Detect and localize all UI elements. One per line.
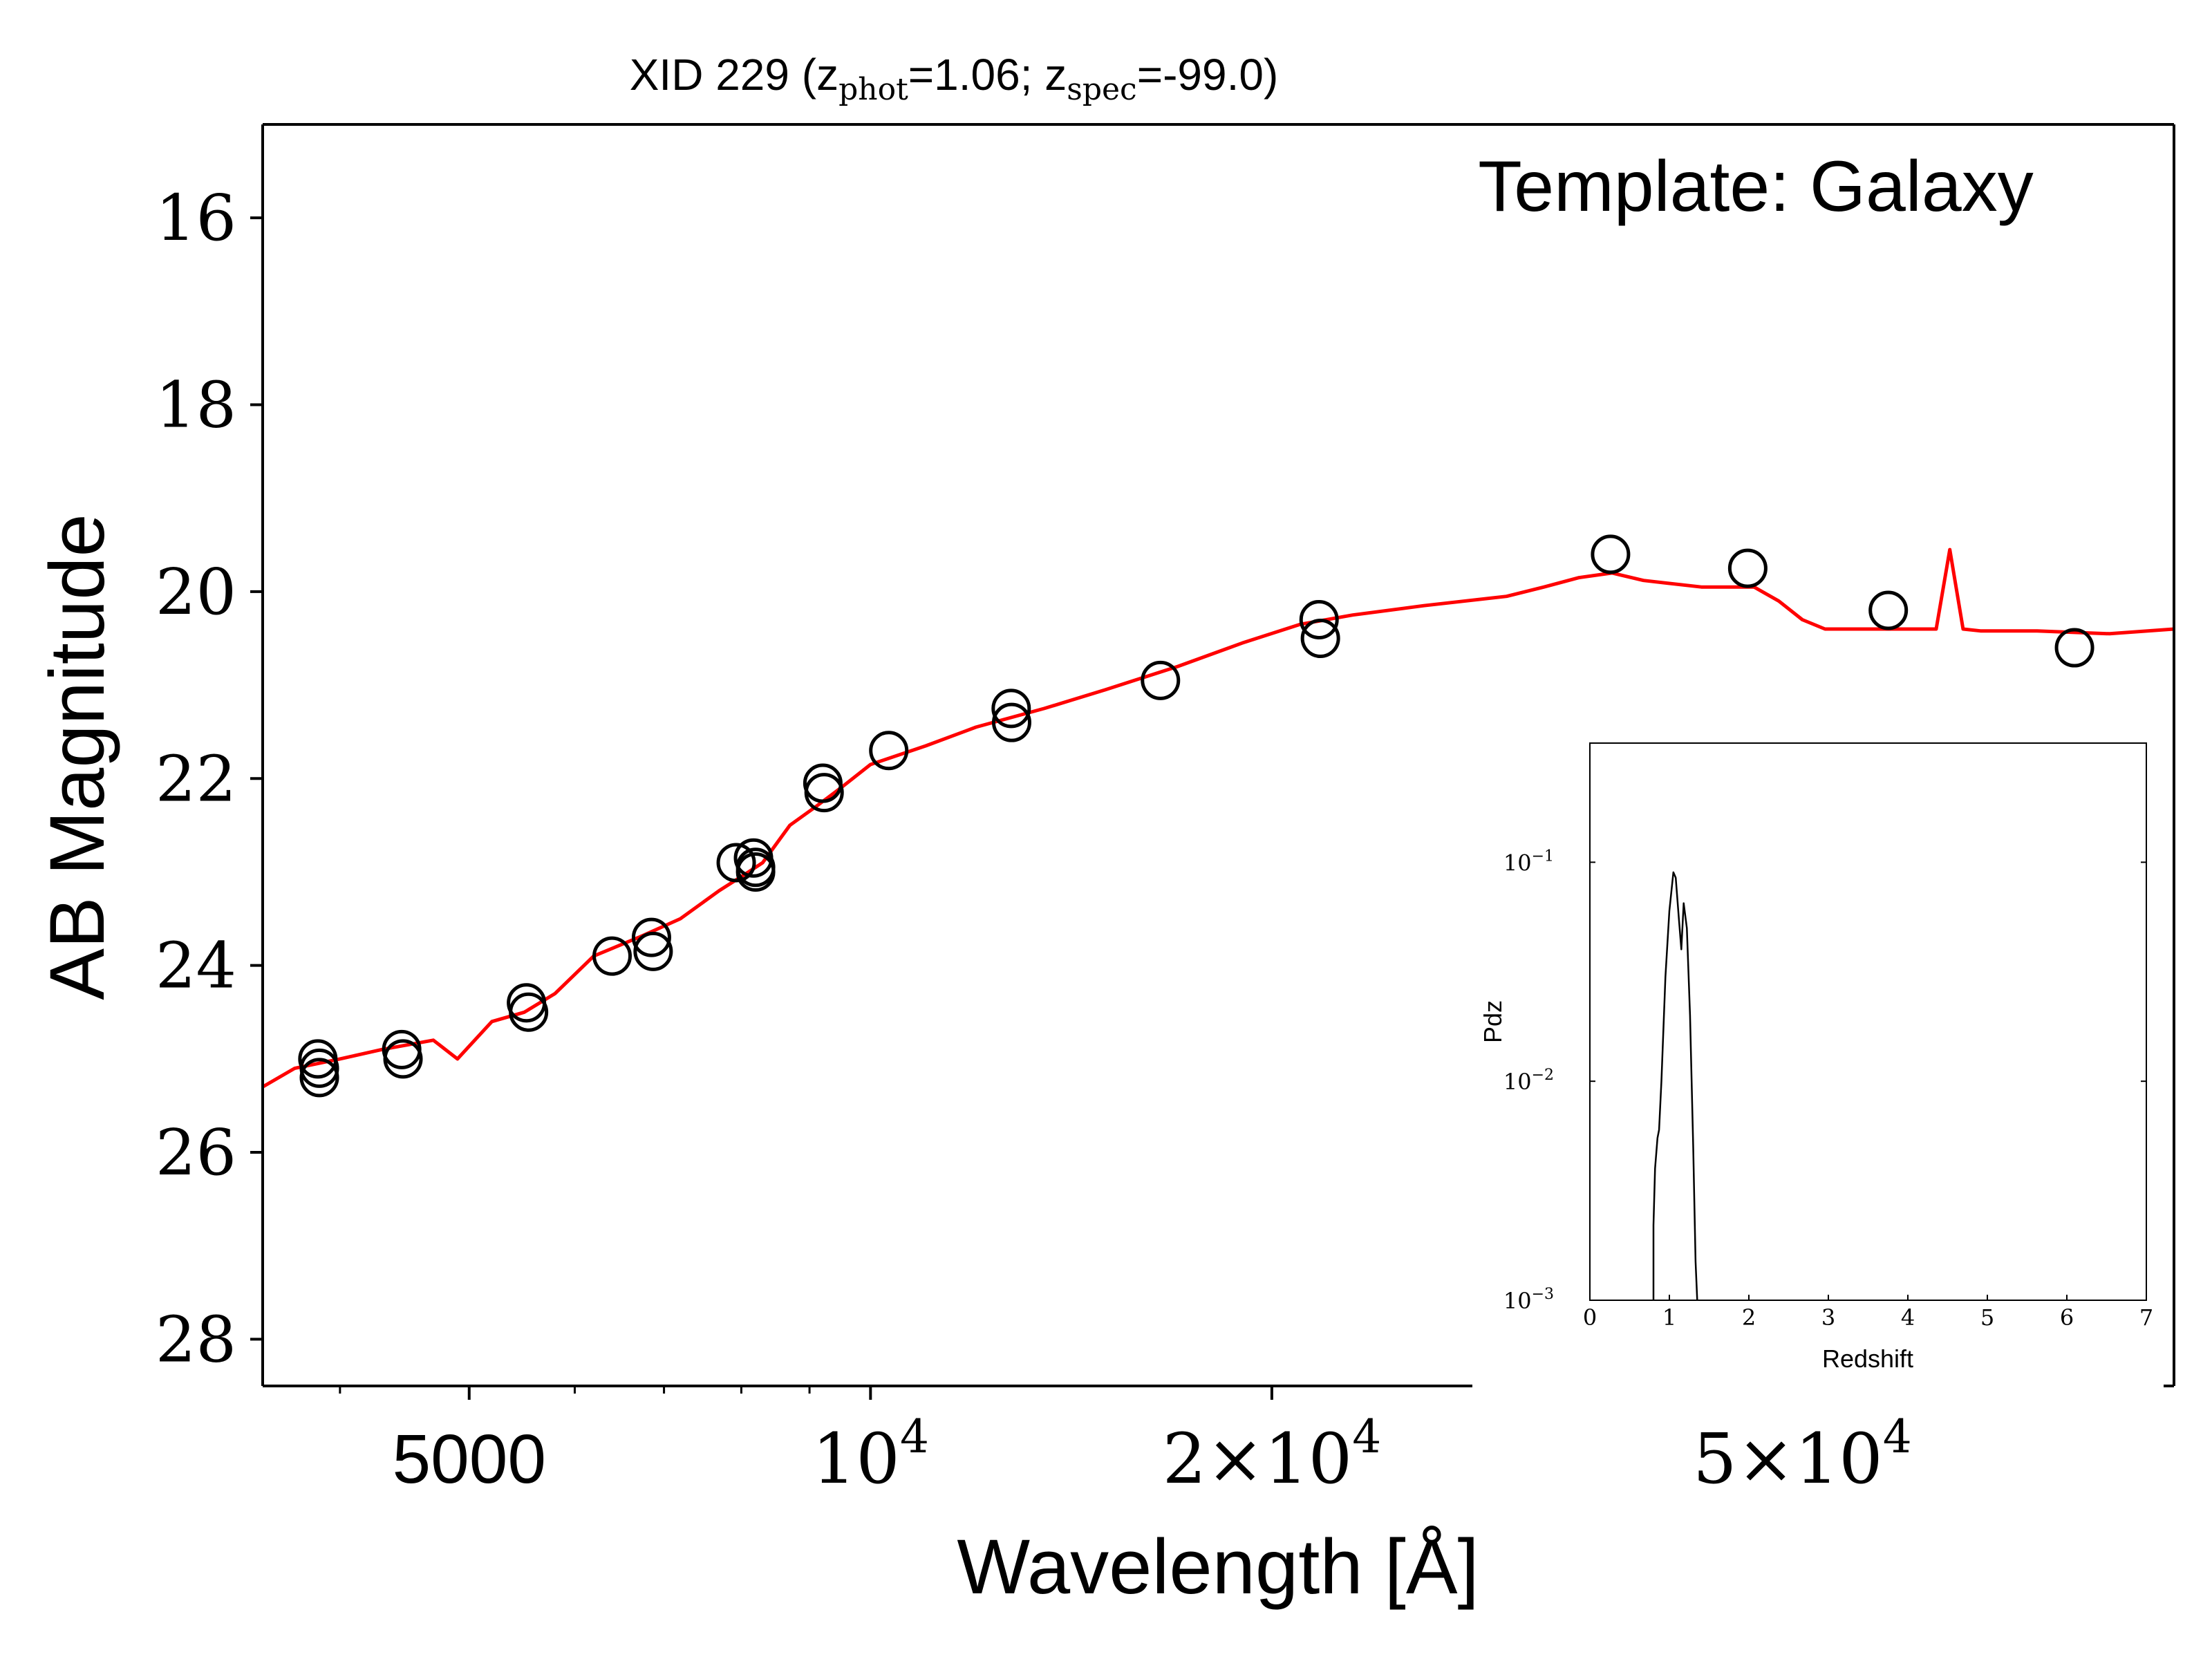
inset-x-tick-label: 2 [1742, 1304, 1756, 1331]
photometry-point [991, 688, 1031, 729]
photometry-point [1727, 548, 1768, 588]
x-tick-label: 104 [812, 1410, 929, 1499]
photometry-point [592, 936, 632, 976]
photometry-point [1868, 590, 1909, 630]
inset-x-tick-label: 5 [1980, 1304, 1994, 1331]
main-frame [261, 123, 2175, 1387]
photometry-point [299, 1048, 339, 1088]
photometry-point [1141, 660, 1181, 700]
photometry-point [735, 852, 776, 892]
template-annotation: Template: Galaxy [1478, 147, 2033, 227]
photometry-point [2054, 628, 2094, 668]
photometry-point [991, 702, 1031, 742]
chart-title: XID 229 (zphot=1.06; zspec=-99.0) [630, 50, 1279, 107]
inset-x-tick-label: 6 [2060, 1304, 2074, 1331]
inset-y-tick-label: 10−3 [1503, 1286, 1554, 1314]
photometry-point [1591, 534, 1631, 574]
photometry-point [633, 931, 673, 971]
inset-axis-ticks: 0 1 2 3 4 5 6 7 10−1 10−2 10−3 [1503, 847, 2153, 1331]
y-tick-label: 16 [156, 181, 236, 255]
x-tick-label: 5×104 [1693, 1410, 1912, 1499]
photometry-point [631, 917, 671, 957]
inset-x-tick-label: 4 [1901, 1304, 1915, 1331]
photometry-point [804, 773, 844, 813]
photometry-point [509, 992, 549, 1032]
y-tick-label: 28 [156, 1302, 236, 1376]
x-tick-label: 5000 [393, 1421, 546, 1498]
photometry-point [1300, 619, 1340, 659]
pdz-line [1652, 871, 1698, 1300]
inset-y-tick-label: 10−1 [1503, 847, 1554, 876]
photometry-point [869, 731, 909, 771]
inset-frame [1589, 742, 2147, 1301]
x-axis-label: Wavelength [Å] [957, 1524, 1479, 1610]
inset-x-tick-label: 1 [1662, 1304, 1676, 1331]
y-tick-label: 20 [156, 555, 236, 629]
inset-y-axis-label: Pdz [1479, 1000, 1507, 1043]
y-axis-label: AB Magnitude [34, 514, 120, 1000]
inset-plot: 0 1 2 3 4 5 6 7 10−1 10−2 10−3 Redshift Pdz [1472, 726, 2212, 1417]
inset-y-tick-label: 10−2 [1503, 1067, 1554, 1095]
photometry-point [716, 843, 756, 883]
y-tick-label: 22 [156, 742, 236, 816]
inset-x-tick-label: 0 [1583, 1304, 1597, 1331]
inset-x-tick-label: 7 [2139, 1304, 2153, 1331]
photometry-series [298, 534, 2094, 1098]
inset-background [1472, 726, 2212, 1417]
x-tick-label: 2×104 [1163, 1410, 1382, 1499]
photometry-point [1299, 599, 1339, 639]
y-tick-label: 24 [156, 929, 236, 1003]
inset-x-axis-label: Redshift [1822, 1344, 1913, 1373]
photometry-point [299, 1058, 339, 1098]
y-tick-label: 26 [156, 1116, 236, 1190]
y-tick-label: 18 [156, 368, 236, 442]
pdz-series [1652, 871, 1698, 1300]
photometry-point [383, 1039, 423, 1079]
inset-x-tick-label: 3 [1821, 1304, 1835, 1331]
